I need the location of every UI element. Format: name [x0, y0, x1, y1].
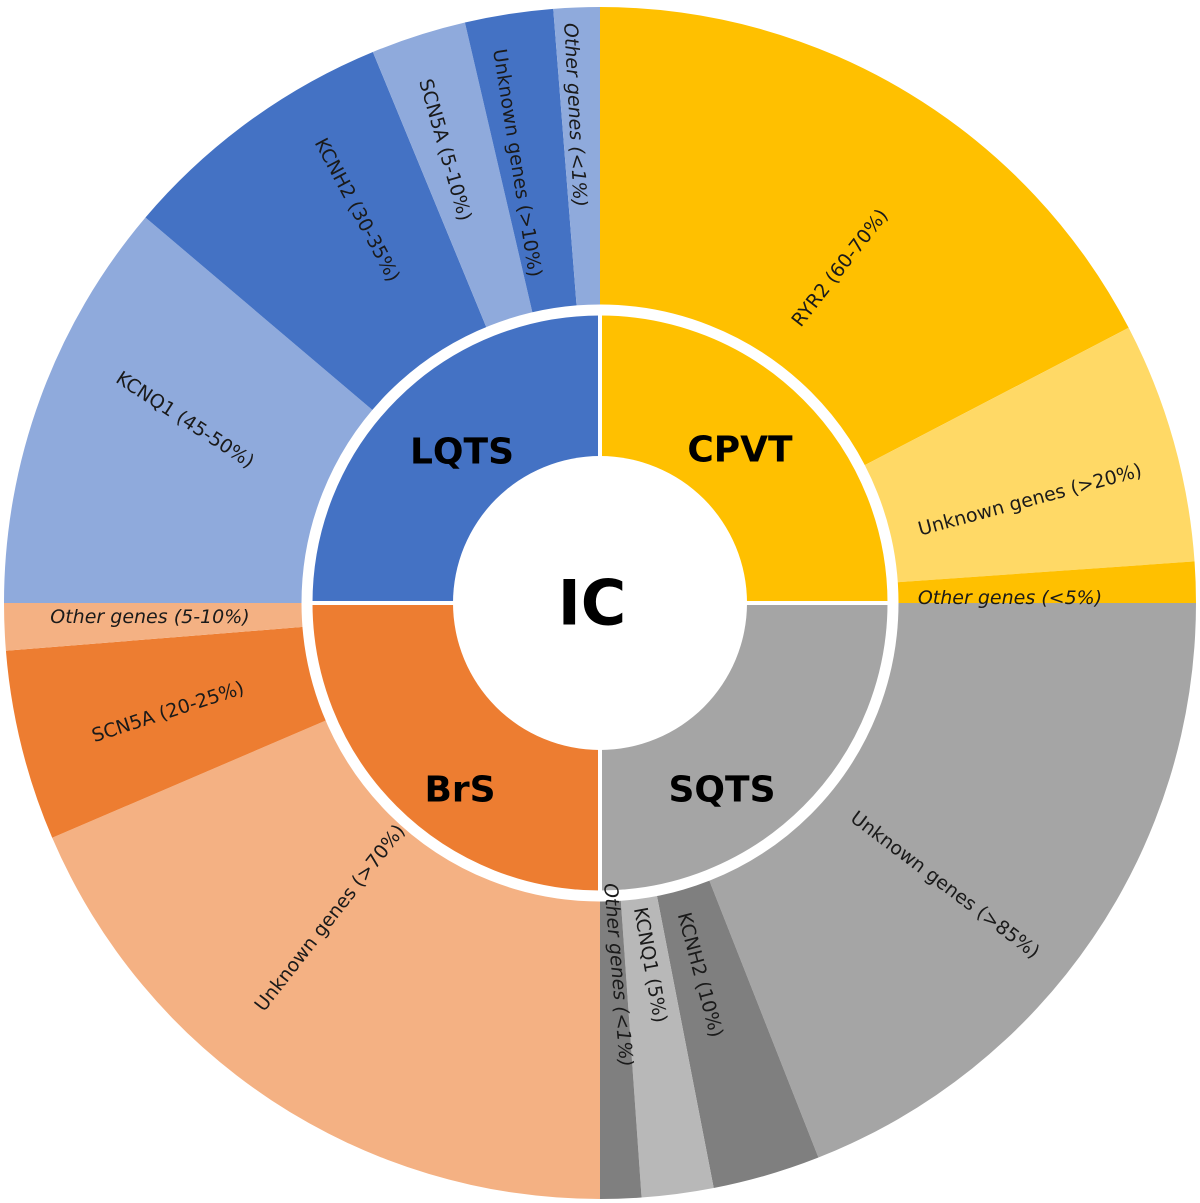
inner-segment-sqts — [600, 603, 888, 891]
outer-segment-sqts-0 — [709, 603, 1196, 1158]
group-label-lqts: LQTS — [410, 432, 514, 473]
outer-segment-sqts-1 — [656, 880, 819, 1189]
center-label: IC — [558, 567, 627, 640]
outer-ring — [4, 7, 1196, 1199]
outer-segment-brs-0 — [52, 720, 601, 1199]
group-label-cpvt: CPVT — [687, 430, 793, 471]
group-label-sqts: SQTS — [668, 770, 775, 811]
outer-segment-cpvt-0 — [600, 7, 1129, 466]
outer-segment-lqts-0 — [4, 217, 373, 603]
inner-segment-cpvt — [600, 315, 888, 603]
gene-label: Other genes (<5%) — [918, 587, 1102, 609]
outer-segment-brs-1 — [5, 626, 327, 838]
inner-segment-brs — [312, 603, 600, 891]
ring-gap — [301, 304, 899, 902]
outer-segment-cpvt-2 — [897, 561, 1196, 603]
outer-segment-lqts-1 — [145, 51, 487, 411]
outer-segment-sqts-3 — [600, 900, 642, 1199]
outer-segment-lqts-3 — [464, 8, 577, 313]
outer-segment-brs-2 — [4, 603, 303, 651]
gene-label: Other genes (5-10%) — [50, 606, 249, 628]
outer-segment-lqts-4 — [553, 7, 600, 306]
ring-dividers — [301, 304, 899, 902]
outer-segment-sqts-2 — [620, 895, 714, 1198]
inner-ring — [312, 315, 888, 891]
group-label-brs: BrS — [424, 770, 495, 811]
center-hole — [453, 456, 747, 750]
inner-segment-lqts — [312, 315, 600, 603]
group-labels: CPVT SQTS BrS LQTS — [410, 430, 793, 811]
outer-segment-cpvt-1 — [864, 327, 1195, 583]
outer-segment-lqts-2 — [372, 22, 533, 328]
